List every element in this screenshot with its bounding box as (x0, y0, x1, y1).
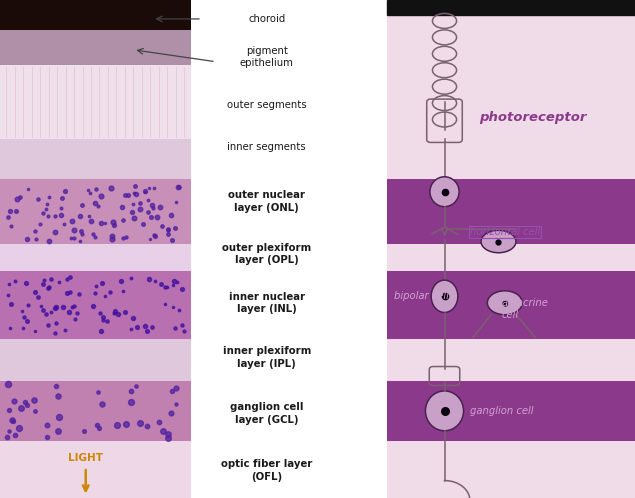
Bar (387, 381, 635, 441)
Text: bipolar cell: bipolar cell (394, 291, 448, 301)
Text: optic fiber layer
(OFL): optic fiber layer (OFL) (221, 460, 312, 482)
Text: pigment
epithelium: pigment epithelium (240, 46, 293, 68)
Bar (0, 244, 190, 271)
Text: inner plexiform
layer (IPL): inner plexiform layer (IPL) (222, 347, 311, 369)
Text: outer nuclear
layer (ONL): outer nuclear layer (ONL) (228, 191, 305, 213)
Text: ganglion cell
layer (GCL): ganglion cell layer (GCL) (230, 402, 304, 424)
Ellipse shape (488, 291, 522, 315)
Text: outer plexiform
layer (OPL): outer plexiform layer (OPL) (222, 243, 311, 265)
Text: horizontal cell: horizontal cell (470, 227, 540, 237)
Bar (387, 0, 635, 15)
Text: amacrine
cell: amacrine cell (502, 298, 549, 320)
Bar (387, 179, 635, 244)
Bar (0, 441, 190, 498)
Text: LIGHT: LIGHT (68, 453, 104, 463)
Ellipse shape (430, 177, 459, 207)
Bar (0, 339, 190, 381)
Bar (0, 65, 190, 139)
Ellipse shape (431, 280, 458, 313)
Ellipse shape (425, 391, 464, 431)
Bar (0, 30, 190, 65)
Bar (0, 0, 190, 30)
Bar (0, 381, 190, 441)
Text: photoreceptor: photoreceptor (479, 111, 587, 124)
Text: outer segments: outer segments (227, 100, 307, 110)
Text: inner nuclear
layer (INL): inner nuclear layer (INL) (229, 292, 305, 314)
Text: inner segments: inner segments (227, 142, 306, 152)
Bar (387, 271, 635, 339)
Text: ganglion cell: ganglion cell (470, 406, 533, 416)
Text: choroid: choroid (248, 14, 285, 24)
Bar (387, 0, 635, 498)
Bar (0, 139, 190, 179)
Bar (0, 179, 190, 244)
Bar (0, 271, 190, 339)
Ellipse shape (481, 230, 516, 253)
